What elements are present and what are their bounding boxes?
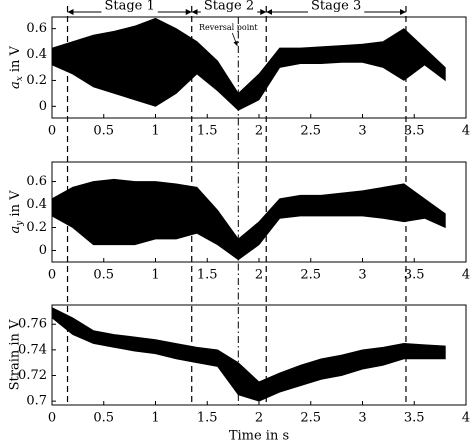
reversal-arrow [231, 32, 238, 47]
x-tick-label: 1.5 [197, 411, 218, 426]
y-tick-label: 0.2 [26, 73, 47, 88]
x-tick-label: 2 [255, 124, 263, 139]
y-label-symbol: a [8, 81, 23, 89]
x-tick-label: 3 [358, 124, 366, 139]
x-tick-label: 1 [151, 411, 159, 426]
x-tick-label: 2.5 [300, 411, 321, 426]
y-label-subscript: x [15, 76, 25, 81]
x-tick-label: 0 [48, 411, 56, 426]
y-tick-label: 0 [39, 99, 47, 114]
x-tick-label: 3 [358, 411, 366, 426]
y-tick-label: 0.72 [18, 368, 47, 383]
x-tick-label: 0.5 [93, 124, 114, 139]
x-tick-label: 1 [151, 124, 159, 139]
stage-label-bg [200, 0, 258, 14]
y-label-subscript: y [15, 220, 25, 227]
x-tick-label: 1.5 [197, 124, 218, 139]
signal-band [51, 17, 446, 111]
y-tick-label: 0.7 [26, 394, 47, 409]
y-tick-label: 0 [39, 243, 47, 258]
stage-label: Stage 1 [104, 0, 154, 14]
y-label-unit: in V [8, 190, 23, 217]
x-tick-label: 3.5 [404, 411, 425, 426]
x-axis-label: Time in s [229, 429, 289, 443]
reversal-label: Reversal point [199, 23, 258, 32]
x-tick-label: 4 [462, 268, 470, 283]
x-tick-label: 3 [358, 268, 366, 283]
y-tick-label: 0.74 [18, 342, 47, 357]
y-tick-label: 0.76 [18, 317, 47, 332]
x-tick-label: 2 [255, 268, 263, 283]
x-tick-label: 3.5 [404, 124, 425, 139]
stage-label: Stage 2 [204, 0, 254, 14]
stage-label: Stage 3 [311, 0, 361, 14]
y-label-symbol: a [8, 226, 23, 234]
y-label-unit: in V [8, 45, 23, 72]
y-axis-label: ay in V [8, 190, 25, 234]
x-tick-label: 0 [48, 124, 56, 139]
x-tick-label: 3.5 [404, 268, 425, 283]
y-tick-label: 0.4 [26, 47, 47, 62]
x-tick-label: 2.5 [300, 268, 321, 283]
x-tick-label: 0.5 [93, 411, 114, 426]
x-tick-label: 0 [48, 268, 56, 283]
y-tick-label: 0.6 [26, 21, 47, 36]
x-tick-label: 4 [462, 411, 470, 426]
x-tick-label: 1.5 [197, 268, 218, 283]
stage-label-bg [307, 0, 365, 14]
y-tick-label: 0.6 [26, 174, 47, 189]
signal-band [51, 306, 446, 402]
x-tick-label: 1 [151, 268, 159, 283]
x-tick-label: 2 [255, 411, 263, 426]
y-tick-label: 0.2 [26, 220, 47, 235]
y-axis-label: Strain in V [8, 319, 23, 390]
x-tick-label: 0.5 [93, 268, 114, 283]
x-tick-label: 2.5 [300, 124, 321, 139]
y-axis-label: ax in V [8, 45, 25, 89]
stage-label-bg [101, 0, 158, 14]
y-tick-label: 0.4 [26, 197, 47, 212]
signal-band [51, 178, 446, 261]
x-tick-label: 4 [462, 124, 470, 139]
